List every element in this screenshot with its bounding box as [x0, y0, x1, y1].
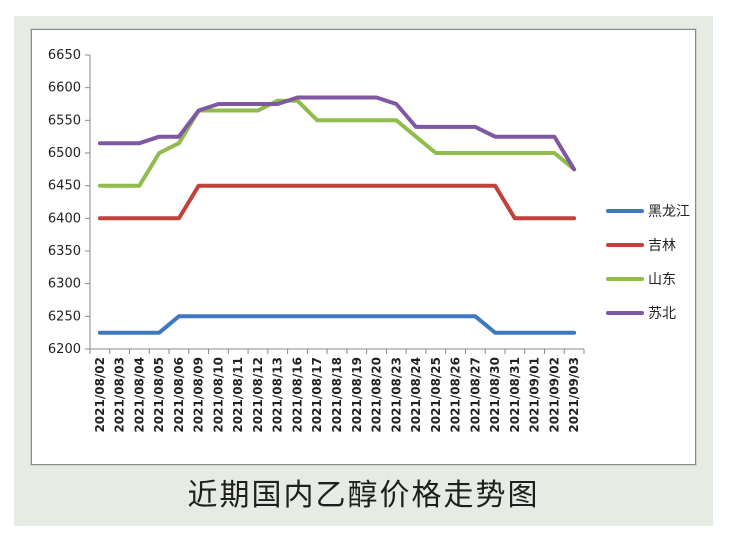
x-tick-label: 2021/08/24 — [409, 357, 423, 433]
y-tick-label: 6350 — [48, 244, 81, 259]
x-tick-label: 2021/09/02 — [547, 357, 561, 433]
legend-label: 山东 — [648, 272, 676, 288]
x-tick-label: 2021/09/03 — [567, 357, 581, 433]
x-tick-label: 2021/09/01 — [528, 357, 542, 433]
y-tick-label: 6450 — [48, 179, 81, 194]
x-tick-label: 2021/08/18 — [330, 357, 344, 433]
x-tick-label: 2021/08/04 — [132, 357, 146, 433]
x-tick-label: 2021/08/19 — [350, 357, 364, 433]
figure-panel: 6200 6250 6300 6350 6400 6450 6500 6550 6600 6650… — [14, 16, 713, 526]
x-tick-label: 2021/08/03 — [113, 357, 127, 433]
x-tick-label: 2021/08/06 — [172, 357, 186, 433]
y-tick-label: 6550 — [48, 113, 81, 128]
x-tick-label: 2021/08/09 — [192, 357, 206, 433]
x-tick-label: 2021/08/11 — [231, 357, 245, 433]
x-tick-label: 2021/08/26 — [449, 357, 463, 433]
legend-label: 苏北 — [648, 306, 676, 322]
y-tick-label: 6600 — [48, 81, 81, 96]
legend-label: 黑龙江 — [648, 204, 690, 220]
x-tick-label: 2021/08/12 — [251, 357, 265, 433]
y-tick-label: 6500 — [48, 146, 81, 161]
x-tick-label: 2021/08/02 — [93, 357, 107, 433]
chart-frame: 6200 6250 6300 6350 6400 6450 6500 6550 6600 6650… — [31, 29, 696, 465]
series-line — [97, 95, 577, 172]
legend-label: 吉林 — [648, 238, 676, 254]
y-tick-label: 6400 — [48, 211, 81, 226]
series-line — [97, 314, 577, 335]
series-line — [97, 98, 577, 188]
x-tick-label: 2021/08/30 — [488, 357, 502, 433]
x-tick-label: 2021/08/17 — [310, 357, 324, 433]
x-tick-label: 2021/08/27 — [468, 357, 482, 433]
x-tick-label: 2021/08/16 — [290, 357, 304, 433]
x-tick-label: 2021/08/25 — [429, 357, 443, 433]
y-tick-label: 6300 — [48, 277, 81, 292]
x-tick-label: 2021/08/20 — [370, 357, 384, 433]
x-tick-label: 2021/08/05 — [152, 357, 166, 433]
x-tick-label: 2021/08/23 — [389, 357, 403, 433]
chart-title: 近期国内乙醇价格走势图 — [187, 478, 540, 513]
y-tick-label: 6650 — [48, 48, 81, 63]
series-line — [97, 183, 577, 221]
x-tick-label: 2021/08/31 — [508, 357, 522, 433]
line-chart: 6200 6250 6300 6350 6400 6450 6500 6550 6600 6650… — [48, 48, 690, 433]
y-tick-label: 6200 — [48, 342, 81, 357]
x-tick-label: 2021/08/10 — [211, 357, 225, 433]
y-tick-label: 6250 — [48, 309, 81, 324]
x-tick-label: 2021/08/13 — [271, 357, 285, 433]
